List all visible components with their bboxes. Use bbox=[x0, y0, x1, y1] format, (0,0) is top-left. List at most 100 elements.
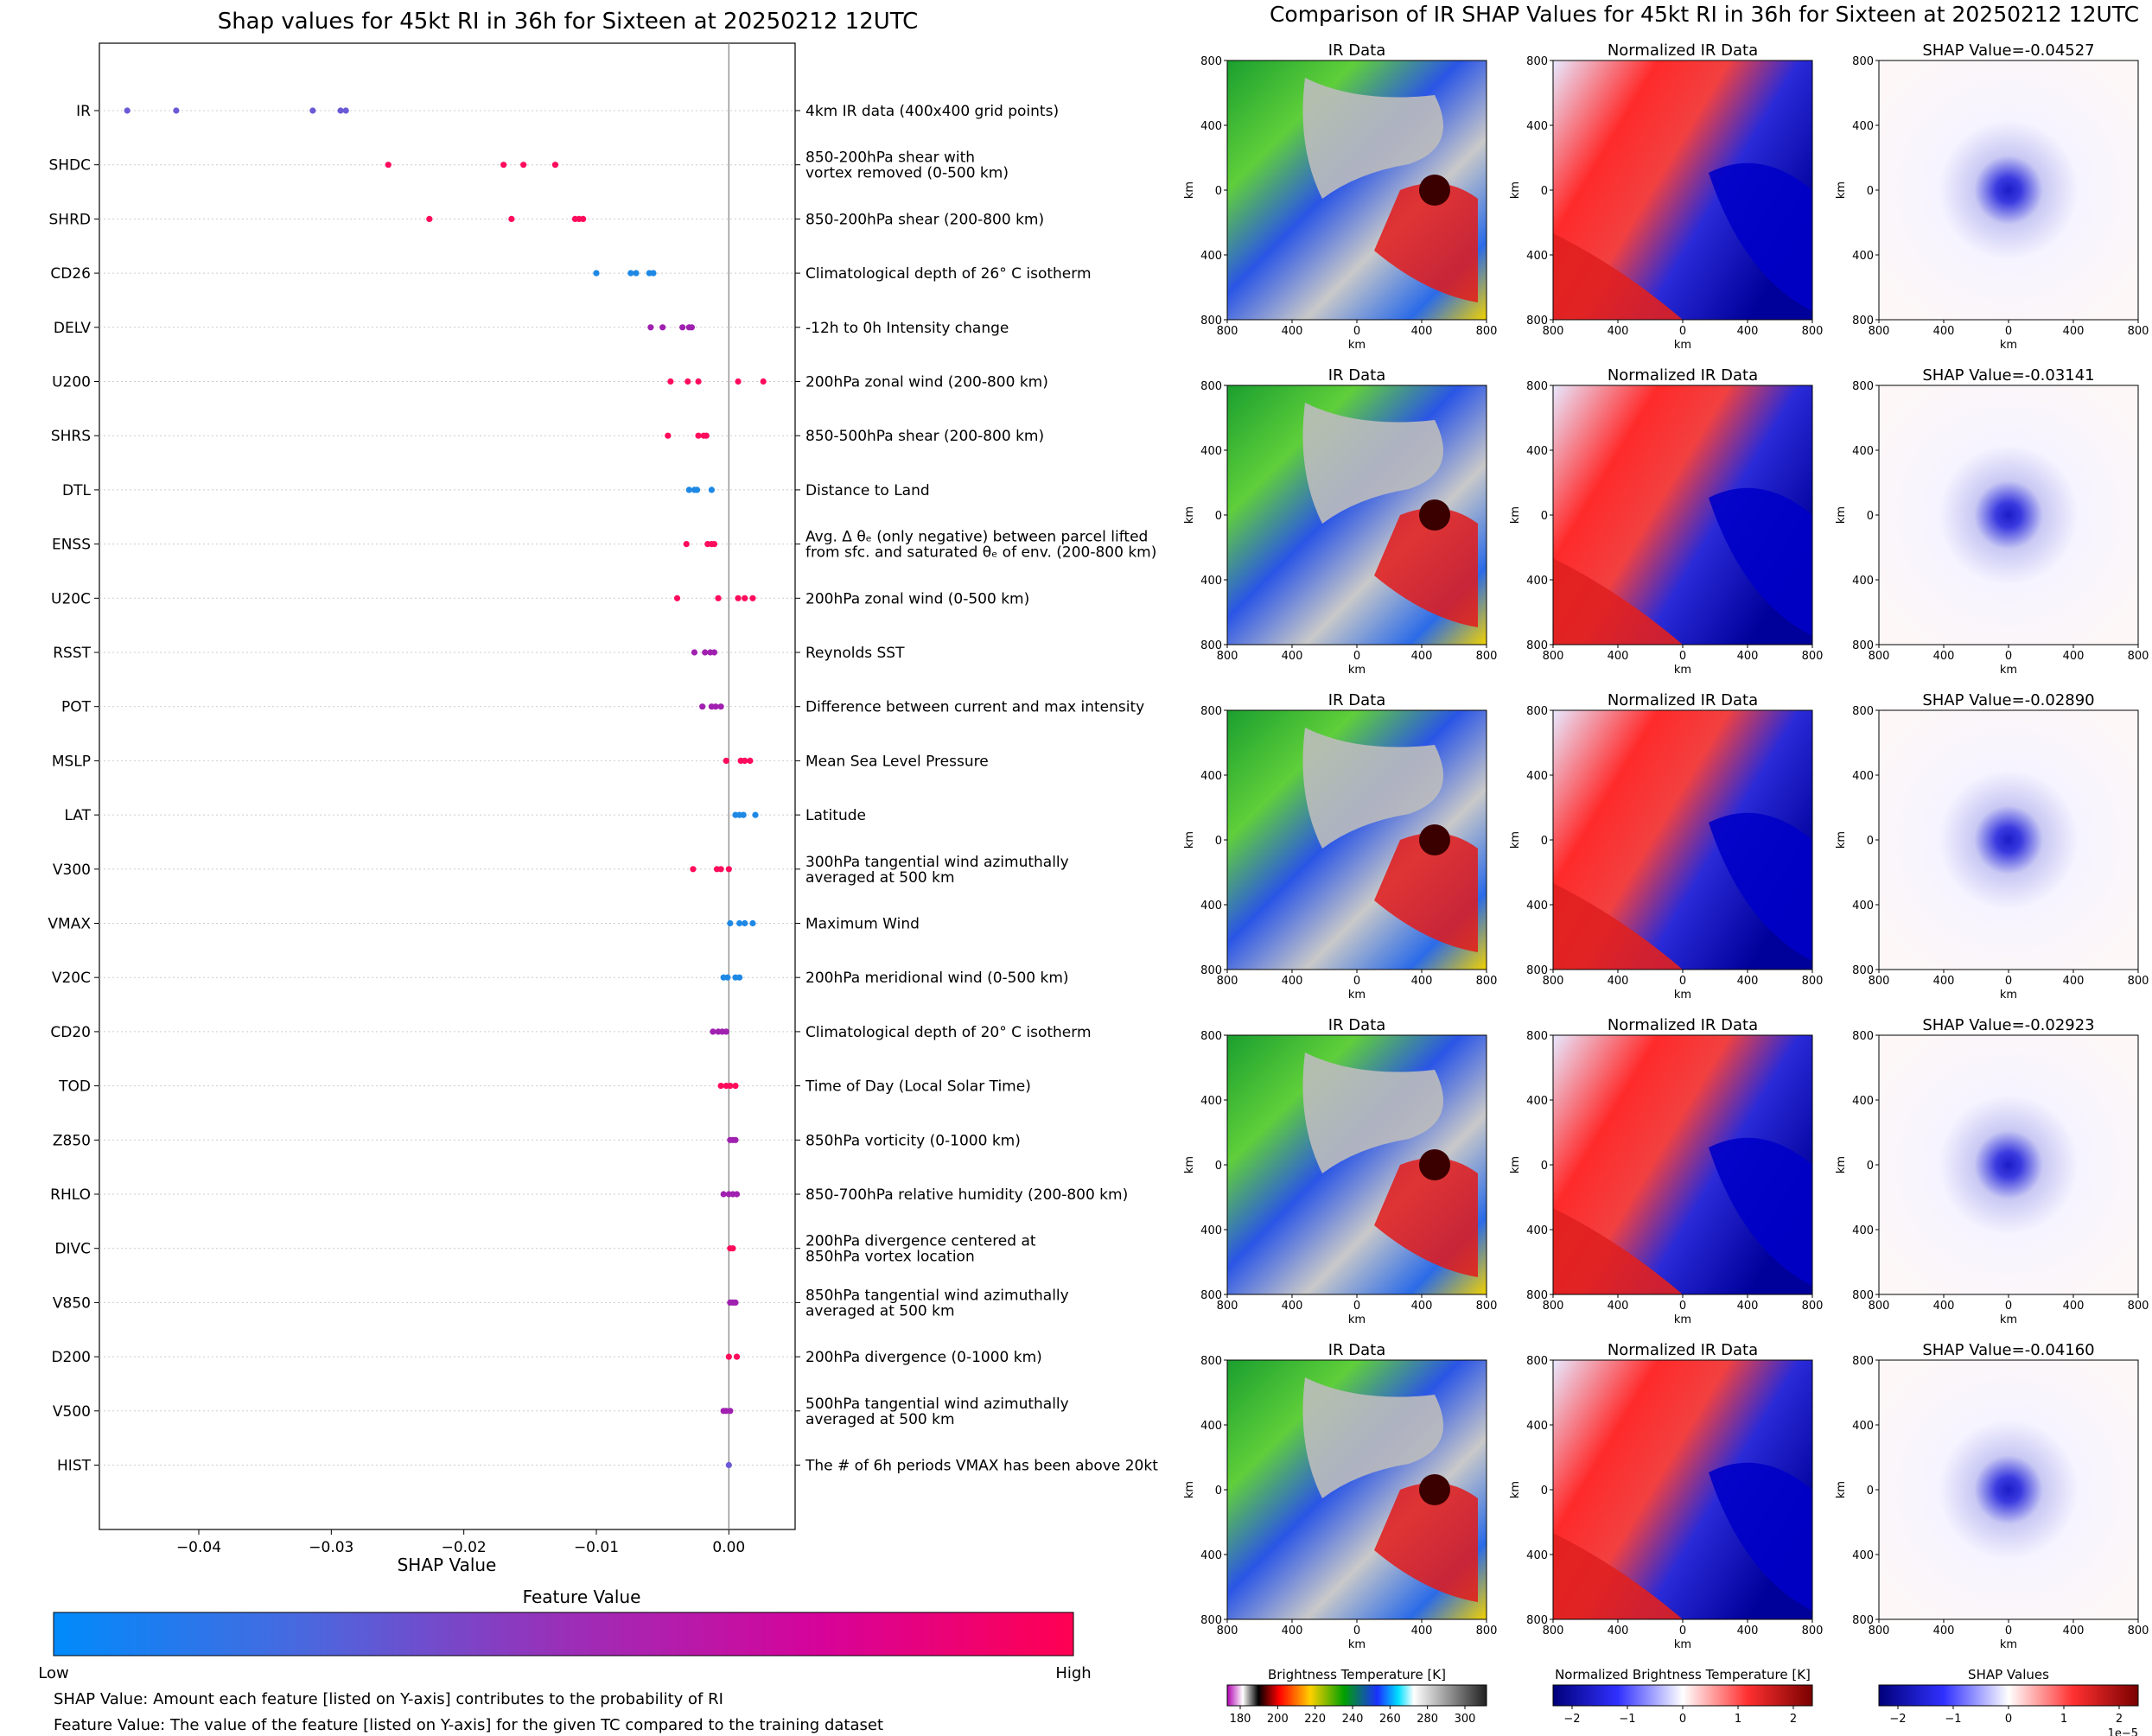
subplot-title: IR Data bbox=[1328, 366, 1386, 385]
shap-value-title: SHAP Value=-0.03141 bbox=[1922, 366, 2094, 385]
warm-band bbox=[1553, 558, 1683, 645]
x-tick-label: 0 bbox=[1679, 650, 1686, 663]
x-tick-label: 800 bbox=[1217, 650, 1238, 663]
y-tick-label: 800 bbox=[1526, 1030, 1548, 1043]
x-tick-label: 800 bbox=[1476, 650, 1498, 663]
colorbar-tick-label: 200 bbox=[1267, 1713, 1289, 1726]
feature-description: The # of 6h periods VMAX has been above … bbox=[805, 1458, 1158, 1475]
y-axis-label: km bbox=[1835, 831, 1848, 849]
colorbar-tick-label: 2 bbox=[1790, 1713, 1797, 1726]
shap-field bbox=[1879, 60, 2138, 320]
feature-colorbar bbox=[53, 1612, 1074, 1657]
data-point bbox=[708, 486, 716, 493]
data-point bbox=[593, 270, 600, 277]
feature-row: MSLP Mean Sea Level Pressure bbox=[52, 753, 989, 770]
x-tick-label: 800 bbox=[2128, 1625, 2149, 1637]
cold-region bbox=[1709, 1462, 1812, 1611]
warm-band bbox=[1553, 1533, 1683, 1619]
x-tick-label: −0.02 bbox=[442, 1539, 487, 1556]
data-point bbox=[723, 757, 729, 765]
feature-description: 200hPa zonal wind (200-800 km) bbox=[805, 374, 1048, 391]
y-tick-label: 0 bbox=[1867, 1160, 1874, 1173]
feature-description: averaged at 500 km bbox=[805, 1411, 955, 1428]
x-tick-label: 0 bbox=[1353, 650, 1360, 663]
subplot-title: IR Data bbox=[1328, 1341, 1386, 1359]
data-point bbox=[667, 378, 674, 385]
feature-row: U200 200hPa zonal wind (200-800 km) bbox=[52, 374, 1048, 391]
y-tick-label: 800 bbox=[1852, 639, 1874, 652]
warm-band bbox=[1553, 233, 1683, 320]
warm-band bbox=[1553, 1208, 1683, 1294]
x-tick-label: 0 bbox=[1353, 1625, 1360, 1637]
data-point bbox=[426, 215, 433, 222]
subplot-title: IR Data bbox=[1328, 41, 1386, 60]
feature-label: DIVC bbox=[54, 1241, 91, 1258]
y-tick-label: 800 bbox=[1852, 1614, 1874, 1627]
feature-label: V20C bbox=[52, 970, 91, 987]
x-tick-label: 400 bbox=[1737, 975, 1759, 988]
y-axis-label: km bbox=[1509, 1481, 1522, 1498]
y-tick-label: 400 bbox=[1526, 1549, 1548, 1562]
data-point bbox=[733, 1191, 741, 1198]
feature-description: 850hPa vorticity (0-1000 km) bbox=[805, 1132, 1021, 1149]
storm-core bbox=[1419, 1474, 1450, 1505]
y-tick-label: 800 bbox=[1852, 1355, 1874, 1368]
x-axis-label: km bbox=[1674, 339, 1691, 352]
data-point bbox=[723, 1028, 729, 1035]
feature-description: Time of Day (Local Solar Time) bbox=[805, 1078, 1031, 1096]
feature-label: SHRD bbox=[49, 211, 91, 228]
y-axis-label: km bbox=[1509, 181, 1522, 199]
x-tick-label: 400 bbox=[1933, 1625, 1955, 1637]
data-point bbox=[685, 486, 692, 493]
feature-description: 850-200hPa shear (200-800 km) bbox=[805, 211, 1044, 228]
x-tick-label: 400 bbox=[2063, 975, 2085, 988]
data-point bbox=[725, 866, 732, 873]
x-tick-label: 400 bbox=[1282, 975, 1303, 988]
data-point bbox=[659, 324, 666, 331]
y-tick-label: 800 bbox=[1200, 315, 1222, 327]
y-tick-label: 0 bbox=[1541, 835, 1548, 848]
y-tick-label: 400 bbox=[1852, 900, 1874, 913]
y-tick-label: 400 bbox=[1526, 1224, 1548, 1237]
data-point bbox=[736, 974, 743, 981]
y-tick-label: 0 bbox=[1541, 185, 1548, 198]
feature-row: D200 200hPa divergence (0-1000 km) bbox=[51, 1349, 1041, 1366]
data-point bbox=[729, 1245, 736, 1252]
y-tick-label: 0 bbox=[1867, 1485, 1874, 1498]
y-tick-label: 400 bbox=[1852, 1095, 1874, 1108]
feature-description: Climatological depth of 20° C isotherm bbox=[805, 1024, 1092, 1041]
y-tick-label: 800 bbox=[1200, 380, 1222, 393]
feature-label: POT bbox=[61, 699, 92, 716]
y-tick-label: 800 bbox=[1200, 639, 1222, 652]
x-tick-label: 400 bbox=[1737, 1625, 1759, 1637]
feature-description: Latitude bbox=[805, 807, 866, 824]
y-tick-label: 400 bbox=[1526, 445, 1548, 458]
data-point bbox=[742, 919, 748, 927]
feature-description: Reynolds SST bbox=[805, 645, 905, 662]
data-point bbox=[703, 432, 710, 439]
y-tick-label: 400 bbox=[1526, 250, 1548, 263]
cold-cloud-region bbox=[1374, 1483, 1478, 1602]
data-point bbox=[760, 378, 767, 385]
feature-row: V300 300hPa tangential wind azimuthallyav… bbox=[53, 854, 1069, 887]
feature-row: TOD Time of Day (Local Solar Time) bbox=[58, 1078, 1031, 1096]
x-tick-label: 400 bbox=[2063, 650, 2085, 663]
colorbar-offset-label: 1e−5 bbox=[2108, 1727, 2138, 1736]
x-tick-label: 400 bbox=[1411, 975, 1433, 988]
y-tick-label: 800 bbox=[1526, 1614, 1548, 1627]
subplot-title: IR Data bbox=[1328, 1016, 1386, 1034]
storm-core bbox=[1419, 1149, 1450, 1180]
x-tick-label: 400 bbox=[1282, 1625, 1303, 1637]
shap-field bbox=[1879, 385, 2138, 645]
data-point bbox=[309, 107, 316, 114]
footnote-shap: SHAP Value: Amount each feature [listed … bbox=[54, 1690, 723, 1708]
y-tick-label: 400 bbox=[1526, 1420, 1548, 1433]
colorbar-title: Brightness Temperature [K] bbox=[1268, 1667, 1446, 1682]
feature-row: RHLO 850-700hPa relative humidity (200-80… bbox=[50, 1186, 1128, 1204]
feature-label: V850 bbox=[53, 1294, 91, 1312]
x-axis-label: km bbox=[1674, 1313, 1691, 1326]
